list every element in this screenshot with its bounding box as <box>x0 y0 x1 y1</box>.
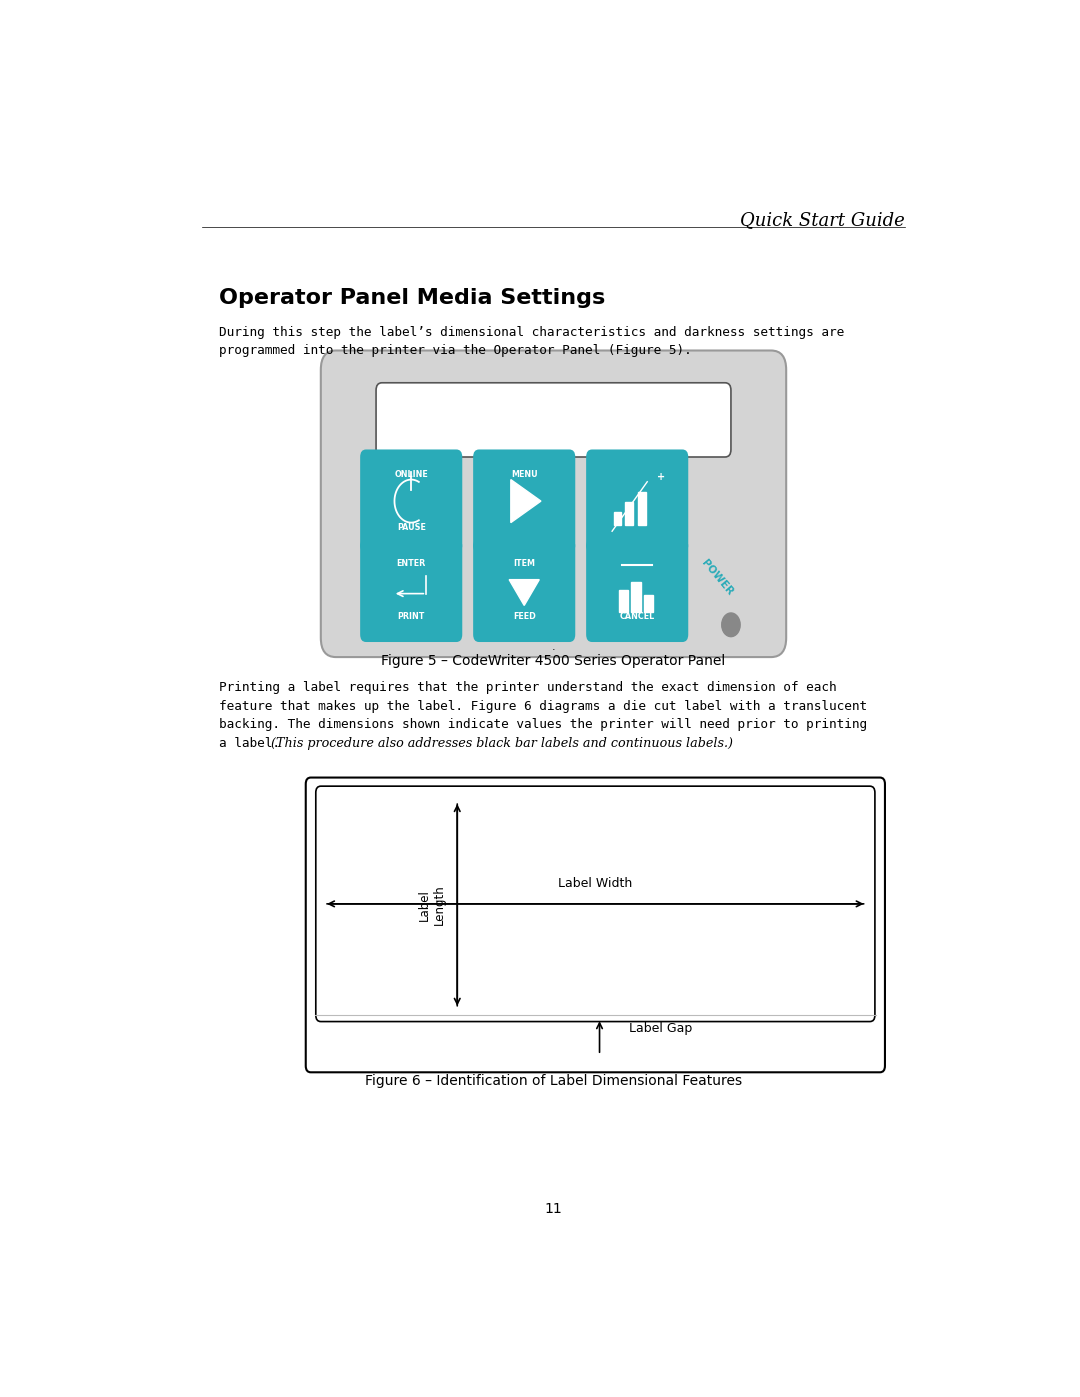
Text: .: . <box>552 643 555 652</box>
Bar <box>613 511 621 525</box>
Text: PRINT: PRINT <box>397 612 424 622</box>
FancyBboxPatch shape <box>315 787 875 1021</box>
FancyBboxPatch shape <box>306 778 885 1073</box>
Text: a label.: a label. <box>218 738 280 750</box>
Text: Operator Panel Media Settings: Operator Panel Media Settings <box>218 288 605 309</box>
Bar <box>619 591 627 612</box>
Text: POWER: POWER <box>699 557 734 597</box>
Polygon shape <box>511 479 541 522</box>
Bar <box>632 581 640 612</box>
Text: FEED: FEED <box>513 612 536 622</box>
Text: Printing a label requires that the printer understand the exact dimension of eac: Printing a label requires that the print… <box>218 680 836 694</box>
Bar <box>638 493 646 525</box>
Text: backing. The dimensions shown indicate values the printer will need prior to pri: backing. The dimensions shown indicate v… <box>218 718 867 732</box>
Text: ENTER: ENTER <box>396 559 426 569</box>
Polygon shape <box>509 580 539 605</box>
FancyBboxPatch shape <box>586 539 688 643</box>
FancyBboxPatch shape <box>473 539 576 643</box>
Text: Label Gap: Label Gap <box>629 1021 692 1035</box>
Text: 11: 11 <box>544 1203 563 1217</box>
Circle shape <box>721 613 740 637</box>
Text: Label
Length: Label Length <box>418 884 446 925</box>
Text: Figure 5 – CodeWriter 4500 Series Operator Panel: Figure 5 – CodeWriter 4500 Series Operat… <box>381 654 726 668</box>
Text: Label Width: Label Width <box>558 877 633 890</box>
FancyBboxPatch shape <box>376 383 731 457</box>
FancyBboxPatch shape <box>586 450 688 553</box>
FancyBboxPatch shape <box>360 450 462 553</box>
Text: programmed into the printer via the Operator Panel (Figure 5).: programmed into the printer via the Oper… <box>218 344 691 358</box>
Text: During this step the label’s dimensional characteristics and darkness settings a: During this step the label’s dimensional… <box>218 326 843 338</box>
Text: +: + <box>657 472 664 482</box>
Text: PAUSE: PAUSE <box>396 522 426 532</box>
Text: ITEM: ITEM <box>513 559 536 569</box>
Text: MENU: MENU <box>511 471 538 479</box>
Text: ONLINE: ONLINE <box>394 471 428 479</box>
Bar <box>644 595 653 612</box>
FancyBboxPatch shape <box>321 351 786 657</box>
Text: feature that makes up the label. Figure 6 diagrams a die cut label with a transl: feature that makes up the label. Figure … <box>218 700 867 712</box>
Text: CANCEL: CANCEL <box>620 612 654 622</box>
FancyBboxPatch shape <box>473 450 576 553</box>
FancyBboxPatch shape <box>360 539 462 643</box>
Bar <box>625 502 633 525</box>
Text: (This procedure also addresses black bar labels and continuous labels.): (This procedure also addresses black bar… <box>271 738 732 750</box>
Text: Quick Start Guide: Quick Start Guide <box>740 211 905 229</box>
Text: Figure 6 – Identification of Label Dimensional Features: Figure 6 – Identification of Label Dimen… <box>365 1074 742 1088</box>
